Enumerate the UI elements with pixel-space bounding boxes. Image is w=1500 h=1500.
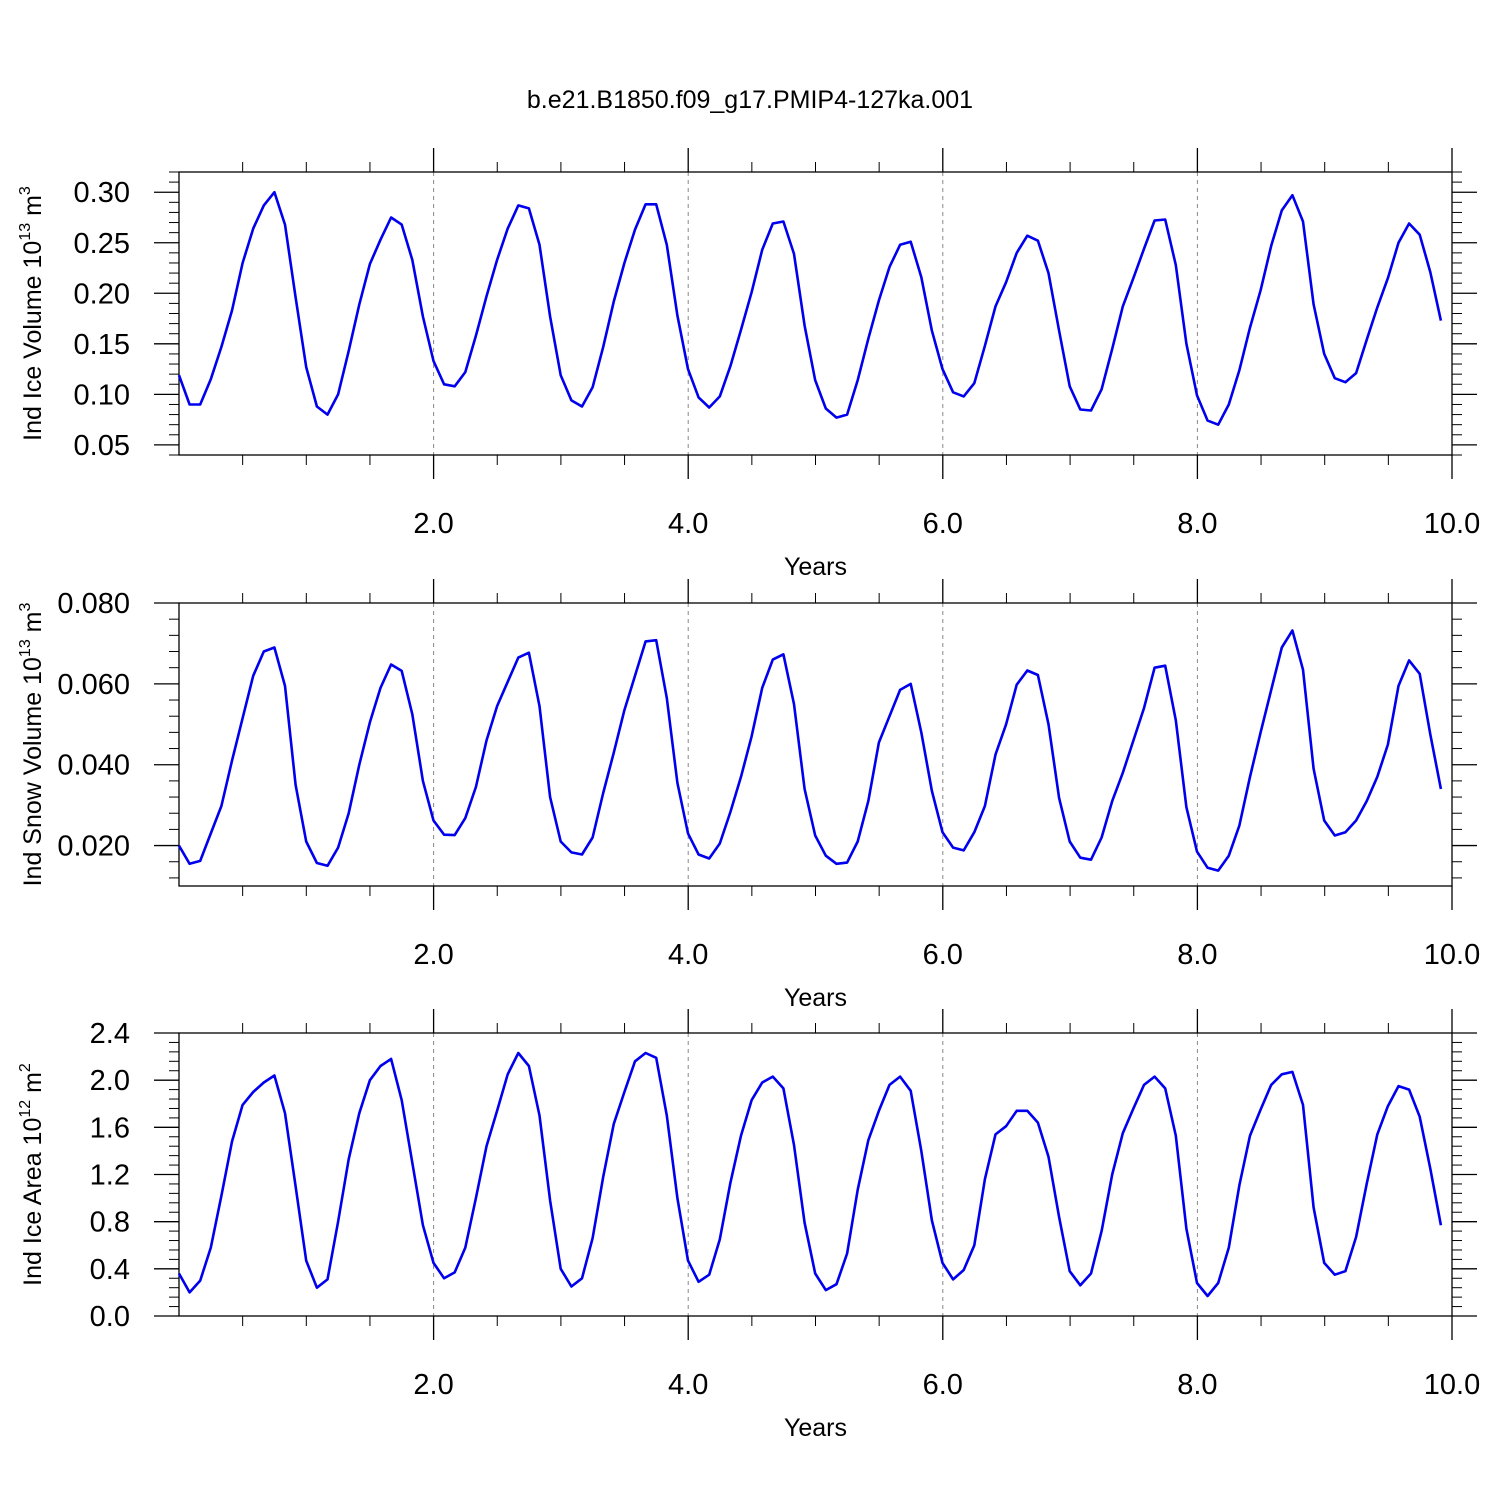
- y-axis-label-superscript: 3: [17, 603, 34, 612]
- x-tick-label: 10.0: [1424, 939, 1480, 971]
- y-tick-label: 0.040: [57, 750, 130, 782]
- y-axis-label-superscript: 13: [17, 223, 34, 241]
- panel-snow-volume: 2.0 4.0 6.0 8.0 10.0 Years 0.020 0.040 0.060 0.08…: [17, 579, 1480, 1012]
- plot-frame: [178, 171, 1453, 456]
- x-tick-label: 10.0: [1424, 508, 1480, 540]
- y-axis-label-part: Ind Ice Area 10: [19, 1118, 47, 1286]
- y-tick-label: 0.0: [90, 1301, 130, 1333]
- y-axis-label-superscript: 12: [17, 1100, 34, 1118]
- plot-frame: [178, 602, 1453, 887]
- y-tick-label: 2.4: [90, 1018, 130, 1050]
- x-tick-label: 10.0: [1424, 1369, 1480, 1401]
- y-tick-label: 0.080: [57, 588, 130, 620]
- y-axis-label-part: m: [19, 195, 47, 223]
- y-axis-label-part: m: [19, 612, 47, 640]
- y-tick-label: 0.30: [74, 177, 130, 209]
- x-tick-label: 6.0: [923, 939, 963, 971]
- x-tick-label: 2.0: [413, 508, 453, 540]
- y-tick-label: 0.25: [74, 228, 130, 260]
- y-tick-label: 1.2: [90, 1160, 130, 1192]
- series-line: [177, 190, 1443, 427]
- y-tick-label: 0.05: [74, 430, 130, 462]
- x-tick-label: 4.0: [668, 1369, 708, 1401]
- y-tick-label: 0.060: [57, 669, 130, 701]
- y-tick-label: 0.4: [90, 1254, 130, 1286]
- y-tick-label: 0.020: [57, 831, 130, 863]
- x-tick-label: 4.0: [668, 508, 708, 540]
- figure-title: b.e21.B1850.f09_g17.PMIP4-127ka.001: [526, 86, 974, 114]
- x-axis-label: Years: [784, 984, 847, 1012]
- x-tick-label: 2.0: [413, 1369, 453, 1401]
- y-axis-label-part: Ind Ice Volume 10: [19, 241, 47, 441]
- y-axis-label: Ind Snow Volume 1013 m3: [17, 603, 47, 887]
- y-axis-label-superscript: 2: [17, 1063, 34, 1072]
- panel-ice-volume: 2.0 4.0 6.0 8.0 10.0 Years 0.05 0.10 0.15 0.20 0.2…: [17, 148, 1480, 581]
- x-tick-label: 8.0: [1177, 939, 1217, 971]
- y-axis-label-superscript: 3: [17, 186, 34, 195]
- y-tick-label: 0.10: [74, 379, 130, 411]
- x-axis-label: Years: [784, 1414, 847, 1442]
- y-tick-label: 0.15: [74, 329, 130, 361]
- x-tick-label: 6.0: [923, 1369, 963, 1401]
- series-line: [177, 629, 1443, 872]
- x-axis-label: Years: [784, 553, 847, 581]
- y-tick-label: 0.20: [74, 278, 130, 310]
- x-tick-label: 6.0: [923, 508, 963, 540]
- y-tick-label: 1.6: [90, 1112, 130, 1144]
- y-axis-label-part: Ind Snow Volume 10: [19, 657, 47, 886]
- y-tick-label: 2.0: [90, 1065, 130, 1097]
- x-tick-label: 2.0: [413, 939, 453, 971]
- series-line: [177, 1051, 1443, 1298]
- x-tick-label: 4.0: [668, 939, 708, 971]
- y-tick-label: 0.8: [90, 1207, 130, 1239]
- y-axis-label: Ind Ice Volume 1013 m3: [17, 186, 47, 441]
- x-tick-label: 8.0: [1177, 508, 1217, 540]
- panel-ice-area: 2.0 4.0 6.0 8.0 10.0 Years 0.0 0.4 0.8 1.2 1.6 2.0 2…: [17, 1009, 1480, 1442]
- y-axis-label-part: m: [19, 1072, 47, 1100]
- y-axis-label: Ind Ice Area 1012 m2: [17, 1063, 47, 1286]
- x-tick-label: 8.0: [1177, 1369, 1217, 1401]
- y-axis-label-superscript: 13: [17, 639, 34, 657]
